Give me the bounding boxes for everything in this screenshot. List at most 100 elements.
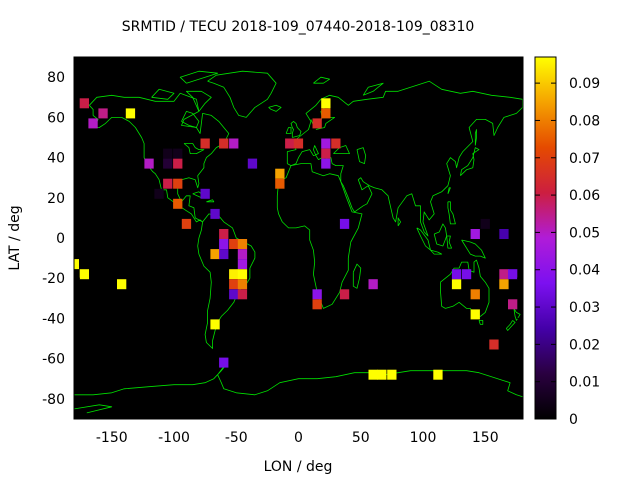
y-tick-label: 20 [47,191,65,207]
data-cell [219,229,229,239]
coastline-tasmania [478,320,484,325]
data-cell [98,108,108,119]
data-cell [508,299,518,310]
data-cell [293,138,304,149]
data-cell [229,289,239,300]
data-cell [173,178,183,189]
y-tick-label: 40 [47,151,65,167]
data-cell [200,138,210,149]
data-cell [499,269,509,280]
coastline-africa [276,163,363,309]
coastline-uk [290,121,302,138]
coastline-iceland [268,104,282,112]
data-cell [451,279,462,290]
colorbar-tick-label: 0.08 [569,113,600,129]
data-cell [229,239,239,249]
y-tick-label: -60 [42,352,65,368]
x-tick-label: -100 [158,430,190,446]
data-cell [461,269,472,280]
data-cell [275,168,285,179]
data-cell [200,188,210,199]
coastline-java [430,249,443,255]
data-cell [368,279,378,290]
data-cell [74,259,79,270]
colorbar-tick-label: 0.07 [569,151,600,167]
data-cell [229,138,239,149]
data-cell [219,138,229,149]
x-tick-label: -150 [96,430,128,446]
data-cell [210,249,220,260]
coastline-new-guinea [461,239,486,259]
x-axis: -150 -100 -50 0 50 100 150 [96,57,499,446]
data-cell [387,369,397,380]
data-cell [508,269,518,280]
data-cell [339,218,350,229]
data-cell [470,309,480,320]
data-cell [377,369,387,380]
data-cell [219,357,229,368]
data-cell [312,299,322,310]
data-cell [480,218,490,229]
data-cell [312,118,322,129]
coastline-hispaniola [206,199,215,203]
colorbar [534,56,557,420]
data-cell [79,98,89,109]
data-cell [470,289,480,300]
data-cell [312,289,322,300]
data-cell [368,369,378,380]
coastline-hudson-bay [181,111,200,128]
data-cell [237,269,248,280]
colorbar-tick-label: 0.09 [569,76,600,92]
colorbar-tick-label: 0.05 [569,225,600,241]
coastline-borneo [433,223,448,247]
data-cell [173,148,183,159]
coastline-eurasia [286,80,523,237]
data-cell [247,158,258,169]
coastline-caspian [356,147,367,164]
coastline-svalbard [313,76,330,84]
colorbar-tick-label: 0.04 [569,263,600,279]
data-cell [229,269,239,280]
x-axis-label: LON / deg [264,459,333,475]
coastline-ross-ice [74,404,113,414]
y-tick-label: 60 [47,110,65,126]
data-cell [433,369,443,380]
x-tick-label: 50 [352,430,370,446]
coastline-black-sea [333,145,350,154]
coastline-sakhalin [474,129,477,146]
y-tick-label: 0 [56,231,65,247]
data-cell [173,198,183,209]
coastline-sulawesi [446,235,452,249]
data-cell [210,208,220,219]
x-tick-label: 0 [294,430,303,446]
data-cell [499,229,509,239]
data-cell [154,188,164,199]
data-cell [237,239,248,249]
coastline-taiwan [447,187,451,194]
colorbar-tick-label: 0 [569,412,578,428]
data-cell [229,279,239,290]
data-cell [285,138,295,149]
coastline-australia [440,259,490,317]
data-cell [173,158,183,169]
data-cell [117,279,127,290]
colorbar-tick-label: 0.01 [569,375,600,391]
data-cells [74,98,518,380]
y-axis-label: LAT / deg [7,205,23,270]
y-tick-label: -80 [42,392,65,408]
data-cell [237,259,248,270]
data-cell [163,158,173,169]
data-cell [210,319,220,330]
coastline-ellesmere [179,70,218,84]
colorbar-axis: 0 0.01 0.02 0.03 0.04 0.05 0.06 0.07 0.08 0.09 [535,76,600,428]
coastline-greenland [207,70,277,118]
data-cell [163,178,173,189]
data-cell [163,148,173,159]
y-axis: 80 60 40 20 0 -20 -40 -60 -80 [42,70,523,408]
data-cell [79,269,89,280]
data-cell [489,339,499,350]
data-cell [275,178,285,189]
data-cell [321,98,331,109]
data-cell [331,138,341,149]
